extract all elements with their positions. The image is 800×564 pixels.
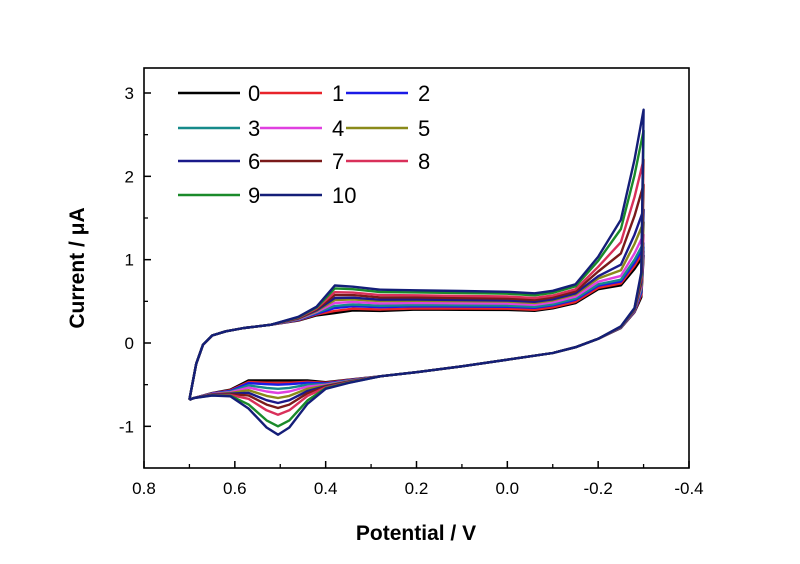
legend-label: 10 <box>332 183 356 208</box>
x-axis-title: Potential / V <box>356 522 476 545</box>
curves-layer <box>188 108 645 436</box>
x-tick-label: 0.0 <box>496 479 520 498</box>
legend-label: 2 <box>418 81 430 106</box>
y-tick-label: 1 <box>125 251 134 270</box>
legend: 0 1 2 3 4 5 6 7 8 9 10 <box>178 81 430 208</box>
x-tick-label: -0.2 <box>584 479 613 498</box>
legend-label: 1 <box>332 81 344 106</box>
legend-label: 3 <box>248 116 260 141</box>
y-tick-label: 2 <box>125 167 134 186</box>
legend-label: 4 <box>332 116 344 141</box>
x-tick-label: -0.4 <box>674 479 703 498</box>
legend-label: 9 <box>248 183 260 208</box>
legend-label: 5 <box>418 116 430 141</box>
y-tick-label: -1 <box>119 417 134 436</box>
ticks-layer: 0.8 0.6 0.4 0.2 0.0 -0.2 -0.4 -1 0 1 2 3 <box>119 84 704 498</box>
y-tick-label: 0 <box>125 334 134 353</box>
cv-curve-10 <box>188 108 645 436</box>
legend-label: 6 <box>248 149 260 174</box>
y-tick-label: 3 <box>125 84 134 103</box>
y-axis-title: Current / μA <box>66 207 89 328</box>
x-tick-label: 0.2 <box>405 479 429 498</box>
legend-label: 7 <box>332 149 344 174</box>
x-tick-label: 0.8 <box>132 479 156 498</box>
x-tick-label: 0.4 <box>314 479 338 498</box>
legend-label: 0 <box>248 81 260 106</box>
x-tick-label: 0.6 <box>223 479 247 498</box>
legend-label: 8 <box>418 149 430 174</box>
